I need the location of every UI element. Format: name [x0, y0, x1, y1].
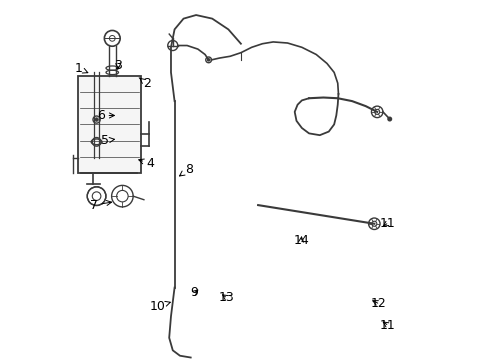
Text: 2: 2: [139, 77, 151, 90]
Text: 9: 9: [190, 287, 198, 300]
Text: 5: 5: [101, 134, 114, 147]
Text: 6: 6: [97, 109, 114, 122]
Text: 4: 4: [139, 157, 154, 170]
Text: 12: 12: [370, 297, 386, 310]
Circle shape: [95, 118, 98, 121]
Text: 10: 10: [149, 300, 170, 313]
Text: 11: 11: [379, 319, 395, 332]
Text: 13: 13: [218, 291, 234, 304]
Text: 1: 1: [75, 62, 88, 75]
FancyBboxPatch shape: [78, 76, 140, 173]
Text: 11: 11: [379, 216, 395, 230]
Text: 7: 7: [90, 199, 111, 212]
Circle shape: [387, 117, 391, 121]
Text: 3: 3: [114, 59, 122, 72]
Circle shape: [207, 59, 209, 61]
Text: 14: 14: [293, 234, 308, 247]
Text: 8: 8: [179, 163, 193, 176]
